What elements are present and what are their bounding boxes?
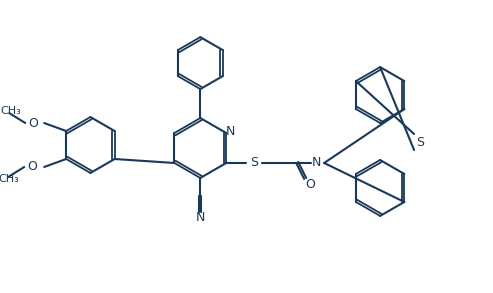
Text: S: S: [416, 135, 424, 149]
Text: O: O: [27, 161, 37, 173]
Text: O: O: [305, 178, 315, 191]
Text: N: N: [196, 212, 205, 224]
Text: CH₃: CH₃: [0, 174, 19, 184]
Text: N: N: [226, 125, 235, 137]
Text: CH₃: CH₃: [0, 106, 21, 116]
Text: N: N: [312, 156, 321, 169]
Text: S: S: [250, 156, 258, 169]
Text: O: O: [28, 117, 38, 130]
